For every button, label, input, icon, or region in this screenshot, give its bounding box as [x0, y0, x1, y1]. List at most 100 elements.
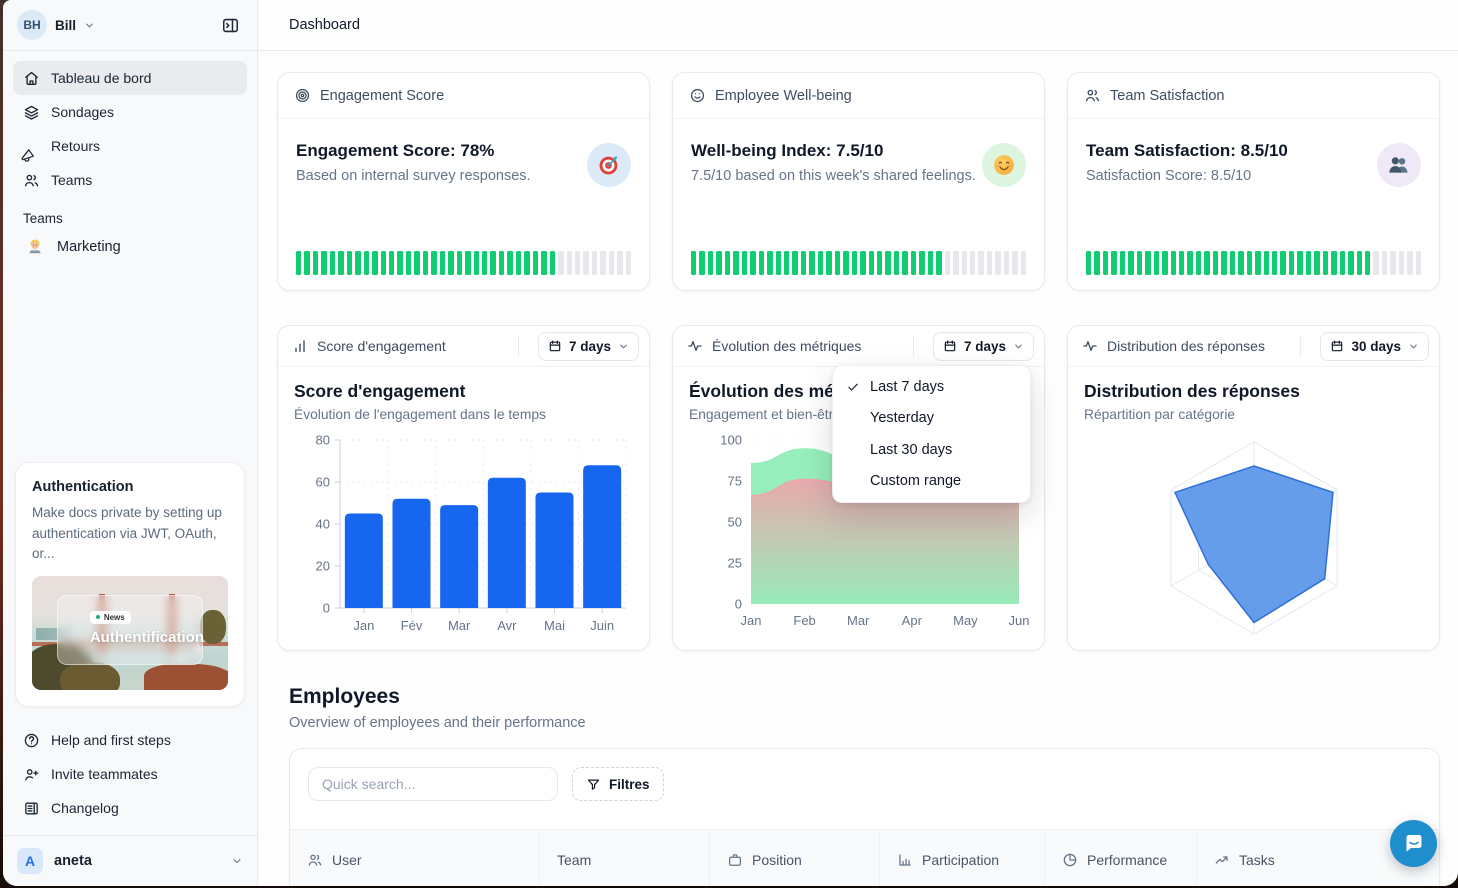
- progress-segment: [1153, 251, 1160, 275]
- sidebar-item-invite[interactable]: Invite teammates: [13, 757, 247, 791]
- card-body: Score d'engagement Évolution de l'engage…: [278, 367, 649, 644]
- progress-segment: [1288, 251, 1295, 275]
- progress-segment: [741, 251, 748, 275]
- svg-text:Fév: Fév: [401, 618, 423, 633]
- progress-segment: [902, 251, 908, 275]
- progress-segment: [1178, 251, 1185, 275]
- card-body: Well-being Index: 7.5/10 7.5/10 based on…: [673, 119, 1044, 184]
- column-header-participation[interactable]: Participation: [880, 830, 1045, 886]
- home-icon: [23, 70, 40, 87]
- progress-segment: [936, 251, 942, 275]
- teams-section-label: Teams: [23, 211, 63, 226]
- wellbeing-card: Employee Well-being Well-being Index: 7.…: [672, 72, 1045, 291]
- briefcase-icon: [727, 852, 743, 868]
- sidebar-item-changelog[interactable]: Changelog: [13, 791, 247, 825]
- intercom-chat-button[interactable]: [1390, 820, 1437, 867]
- sidebar-item-help[interactable]: Help and first steps: [13, 723, 247, 757]
- dropdown-item-yesterday[interactable]: Yesterday: [870, 410, 934, 427]
- progress-segment: [346, 251, 353, 275]
- progress-segment: [566, 251, 572, 275]
- chevron-down-icon: [231, 855, 243, 867]
- svg-text:Mar: Mar: [847, 613, 870, 628]
- dropdown-item-custom-range[interactable]: Custom range: [870, 473, 962, 490]
- stat-subtitle: Based on internal survey responses.: [296, 168, 531, 184]
- sidebar-header: BH Bill: [3, 0, 257, 51]
- dropdown-item-last-7-days[interactable]: Last 7 days: [833, 371, 1030, 403]
- activity-icon: [1082, 338, 1098, 354]
- progress-segment: [1390, 251, 1396, 275]
- range-selector-button[interactable]: 7 days: [932, 331, 1034, 361]
- progress-segment: [625, 251, 632, 275]
- progress-segment: [448, 251, 454, 275]
- column-header-position[interactable]: Position: [710, 830, 880, 886]
- column-header-user[interactable]: User: [290, 830, 540, 886]
- progress-segment: [893, 251, 900, 275]
- progress-segment: [1111, 251, 1117, 275]
- progress-segment: [1229, 251, 1236, 275]
- progress-segment: [422, 251, 429, 275]
- promo-body: Make docs private by setting up authenti…: [32, 505, 222, 561]
- sidebar-item-retours[interactable]: Retours: [13, 129, 247, 163]
- divider: [517, 335, 519, 357]
- svg-text:0: 0: [735, 597, 742, 612]
- svg-text:25: 25: [728, 556, 742, 571]
- sidebar-nav: Tableau de bord Sondages Retours Teams: [3, 51, 257, 264]
- stat-cards-row: Engagement Score Engagement Score: 78% B…: [277, 72, 1440, 291]
- progress-segment: [380, 251, 386, 275]
- target-icon: [294, 87, 311, 104]
- chat-bubble-icon: [1402, 832, 1426, 856]
- progress-segment: [1339, 251, 1346, 275]
- workspace-name[interactable]: Bill: [55, 17, 77, 33]
- progress-segment: [792, 251, 798, 275]
- chevron-down-icon: [618, 341, 629, 352]
- progress-segment: [809, 251, 815, 275]
- column-header-team[interactable]: Team: [540, 830, 710, 886]
- search-input[interactable]: [308, 767, 558, 801]
- sidebar-item-sondages[interactable]: Sondages: [13, 95, 247, 129]
- progress-segment: [541, 251, 547, 275]
- satisfaction-progress-bar: [1086, 251, 1422, 275]
- promo-title: Authentication: [32, 479, 134, 496]
- engagement-score-card: Engagement Score Engagement Score: 78% B…: [277, 72, 650, 291]
- account-switcher[interactable]: A aneta: [3, 835, 257, 886]
- dropdown-item-last-30-days[interactable]: Last 30 days: [870, 441, 953, 458]
- team-satisfaction-card: Team Satisfaction Team Satisfaction: 8.5…: [1067, 72, 1440, 291]
- progress-segment: [910, 251, 917, 275]
- sidebar-collapse-button[interactable]: [215, 10, 245, 40]
- svg-text:75: 75: [728, 474, 742, 489]
- filters-button[interactable]: Filtres: [572, 767, 664, 801]
- progress-segment: [549, 251, 556, 275]
- progress-segment: [876, 251, 883, 275]
- stat-title: Well-being Index: 7.5/10: [691, 141, 884, 160]
- chart-title: Distribution des réponses: [1084, 381, 1300, 401]
- progress-segment: [978, 251, 984, 275]
- progress-segment: [372, 251, 378, 275]
- chevron-down-icon[interactable]: [84, 20, 95, 31]
- authentication-promo-card[interactable]: Authentication Make docs private by sett…: [15, 462, 245, 707]
- progress-segment: [617, 251, 623, 275]
- card-header-label: Score d'engagement: [317, 338, 446, 354]
- column-header-performance[interactable]: Performance: [1045, 830, 1197, 886]
- promo-image-golden-gate[interactable]: News Authentification: [32, 576, 228, 690]
- svg-text:Jun: Jun: [1009, 613, 1029, 628]
- workspace-avatar[interactable]: BH: [17, 10, 47, 40]
- progress-segment: [608, 251, 615, 275]
- sidebar-team-marketing[interactable]: Marketing: [13, 230, 247, 264]
- progress-segment: [834, 251, 841, 275]
- range-selector-button[interactable]: 7 days: [537, 331, 639, 361]
- svg-text:Jan: Jan: [741, 613, 762, 628]
- card-header-label: Distribution des réponses: [1107, 338, 1265, 354]
- sidebar-item-tableau-de-bord[interactable]: Tableau de bord: [13, 61, 247, 95]
- bar-chart-icon: [292, 338, 308, 354]
- progress-segment: [1003, 251, 1010, 275]
- sidebar-item-teams[interactable]: Teams: [13, 163, 247, 197]
- svg-text:Avr: Avr: [497, 618, 517, 633]
- progress-segment: [355, 251, 361, 275]
- range-selector-button[interactable]: 30 days: [1320, 331, 1429, 361]
- progress-segment: [1145, 251, 1151, 275]
- progress-segment: [1119, 251, 1126, 275]
- stat-title: Engagement Score: 78%: [296, 141, 495, 160]
- progress-segment: [1271, 251, 1278, 275]
- megaphone-icon: [21, 138, 40, 162]
- calendar-icon: [943, 339, 957, 353]
